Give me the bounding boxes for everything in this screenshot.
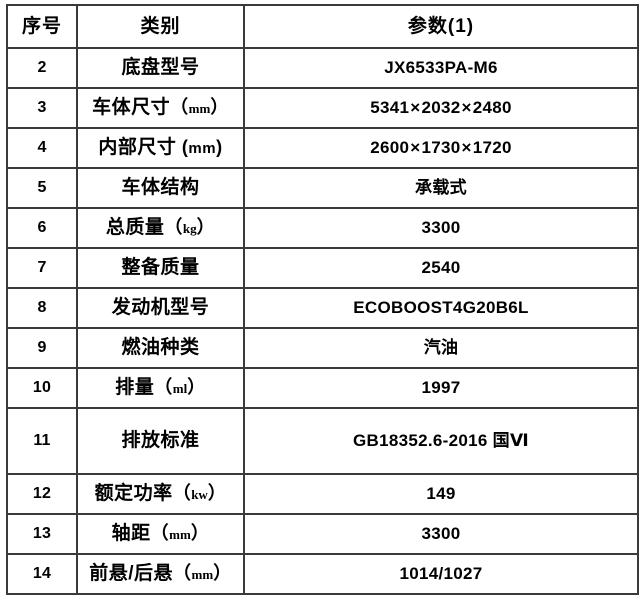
column-header-value: 参数(1): [243, 4, 639, 49]
row-category-cell: 前悬/后悬（mm）: [76, 553, 245, 595]
row-index-cell: 4: [6, 127, 78, 169]
vehicle-spec-table: 序号 类别 参数(1) 2 底盘型号 JX6533PA-M6 3 车体尺寸（mm） 534…: [6, 4, 639, 595]
row-value-cell: 149: [243, 473, 639, 515]
row-index-cell: 12: [6, 473, 78, 515]
row-value-cell: 1997: [243, 367, 639, 409]
row-index-cell: 8: [6, 287, 78, 329]
row-index-cell: 13: [6, 513, 78, 555]
row-category-cell: 排放标准: [76, 407, 245, 475]
table-body: 序号 类别 参数(1) 2 底盘型号 JX6533PA-M6 3 车体尺寸（mm） 534…: [6, 4, 639, 595]
row-value-cell: 3300: [243, 513, 639, 555]
row-value-cell: ECOBOOST4G20B6L: [243, 287, 639, 329]
row-index-cell: 7: [6, 247, 78, 289]
column-header-index: 序号: [6, 4, 78, 49]
column-header-category: 类别: [76, 4, 245, 49]
row-index-cell: 2: [6, 47, 78, 89]
row-value-cell: 1014/1027: [243, 553, 639, 595]
row-category-cell: 总质量（kg）: [76, 207, 245, 249]
row-category-cell: 燃油种类: [76, 327, 245, 369]
table-row: 7 整备质量 2540: [6, 247, 639, 289]
row-value-cell: JX6533PA-M6: [243, 47, 639, 89]
table-row: 8 发动机型号 ECOBOOST4G20B6L: [6, 287, 639, 329]
vehicle-spec-table-container: 序号 类别 参数(1) 2 底盘型号 JX6533PA-M6 3 车体尺寸（mm） 534…: [6, 4, 639, 595]
table-row: 5 车体结构 承载式: [6, 167, 639, 209]
table-row: 10 排量（ml） 1997: [6, 367, 639, 409]
row-index-cell: 10: [6, 367, 78, 409]
row-category-cell: 内部尺寸 (mm): [76, 127, 245, 169]
table-row: 3 车体尺寸（mm） 5341×2032×2480: [6, 87, 639, 129]
row-value-cell: 承载式: [243, 167, 639, 209]
table-header-row: 序号 类别 参数(1): [6, 4, 639, 49]
row-index-cell: 6: [6, 207, 78, 249]
row-category-cell: 整备质量: [76, 247, 245, 289]
table-row: 12 额定功率（kw） 149: [6, 473, 639, 515]
row-category-cell: 排量（ml）: [76, 367, 245, 409]
table-row: 4 内部尺寸 (mm) 2600×1730×1720: [6, 127, 639, 169]
row-index-cell: 9: [6, 327, 78, 369]
row-index-cell: 3: [6, 87, 78, 129]
row-index-cell: 5: [6, 167, 78, 209]
row-value-cell: 汽油: [243, 327, 639, 369]
table-row: 11 排放标准 GB18352.6-2016 国Ⅵ: [6, 407, 639, 475]
table-row: 14 前悬/后悬（mm） 1014/1027: [6, 553, 639, 595]
row-category-cell: 车体结构: [76, 167, 245, 209]
row-value-cell: 3300: [243, 207, 639, 249]
row-index-cell: 11: [6, 407, 78, 475]
table-row: 13 轴距（mm） 3300: [6, 513, 639, 555]
row-value-cell: 5341×2032×2480: [243, 87, 639, 129]
row-category-cell: 底盘型号: [76, 47, 245, 89]
table-row: 6 总质量（kg） 3300: [6, 207, 639, 249]
table-row: 9 燃油种类 汽油: [6, 327, 639, 369]
row-value-cell: GB18352.6-2016 国Ⅵ: [243, 407, 639, 475]
table-row: 2 底盘型号 JX6533PA-M6: [6, 47, 639, 89]
row-value-cell: 2600×1730×1720: [243, 127, 639, 169]
row-category-cell: 发动机型号: [76, 287, 245, 329]
row-category-cell: 轴距（mm）: [76, 513, 245, 555]
row-category-cell: 车体尺寸（mm）: [76, 87, 245, 129]
row-value-cell: 2540: [243, 247, 639, 289]
row-index-cell: 14: [6, 553, 78, 595]
row-category-cell: 额定功率（kw）: [76, 473, 245, 515]
